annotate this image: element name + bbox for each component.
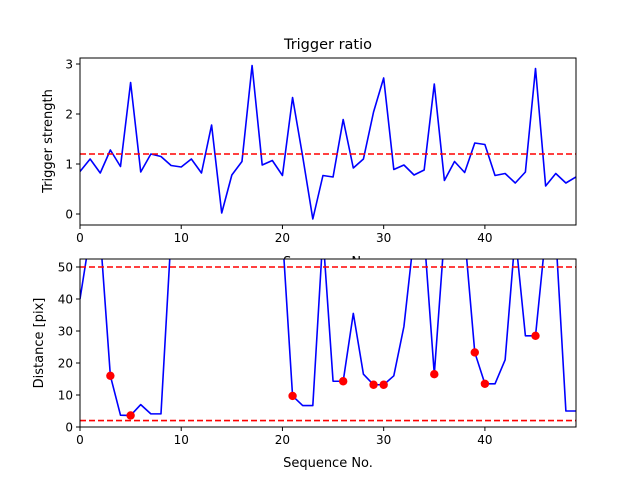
- y-tick-label: 20: [58, 357, 73, 371]
- data-point: [470, 348, 479, 357]
- x-tick-label: 20: [275, 231, 290, 245]
- x-tick-label: 20: [275, 433, 290, 447]
- data-point: [288, 391, 297, 401]
- distance-chart: 0 10 20 30 40 0 10 20 30 40 50 Sequence No. Distan…: [32, 258, 577, 471]
- y-tick-label: 10: [58, 389, 73, 403]
- y-tick-label: 0: [65, 421, 73, 435]
- data-point: [480, 379, 490, 388]
- y-axis-label: Distance [pix]: [32, 298, 47, 389]
- x-tick-label: 10: [174, 231, 189, 245]
- x-tick-label: 40: [477, 231, 492, 245]
- y-tick-label: 0: [65, 208, 73, 222]
- data-point: [379, 380, 388, 389]
- y-tick-label: 50: [58, 261, 73, 275]
- y-tick-label: 3: [65, 58, 73, 72]
- data-point: [106, 371, 115, 380]
- axes-frame: [79, 57, 577, 226]
- y-tick-label: 2: [65, 108, 73, 122]
- series-line: [80, 259, 576, 417]
- x-tick-label: 30: [376, 433, 391, 447]
- y-axis-label: Trigger strength: [41, 89, 56, 194]
- data-point: [338, 377, 348, 386]
- chart-title: Trigger ratio: [283, 37, 372, 53]
- data-point: [531, 331, 540, 340]
- data-point: [369, 380, 378, 389]
- plot-area: [80, 64, 576, 220]
- x-tick-label: 30: [376, 231, 391, 245]
- threshold-lines: [80, 266, 576, 422]
- x-axis-label: Sequence No.: [283, 456, 373, 471]
- x-tick-label: 0: [76, 433, 84, 447]
- x-tick-label: 0: [76, 231, 84, 245]
- y-tick-label: 40: [58, 293, 73, 307]
- data-point: [126, 411, 135, 420]
- x-tick-label: 40: [477, 433, 492, 447]
- axes-background: [80, 259, 576, 427]
- y-tick-label: 1: [65, 158, 73, 172]
- plot-area: [80, 259, 576, 420]
- axis-ticks: 0 10 20 30 40 0 1 2 3: [65, 58, 492, 246]
- y-tick-label: 30: [58, 325, 73, 339]
- data-point: [430, 370, 439, 379]
- x-tick-label: 10: [174, 433, 189, 447]
- series-line: [80, 64, 576, 220]
- axes-frame: [79, 258, 577, 428]
- axis-ticks: 0 10 20 30 40 0 10 20 30 40 50: [58, 261, 493, 448]
